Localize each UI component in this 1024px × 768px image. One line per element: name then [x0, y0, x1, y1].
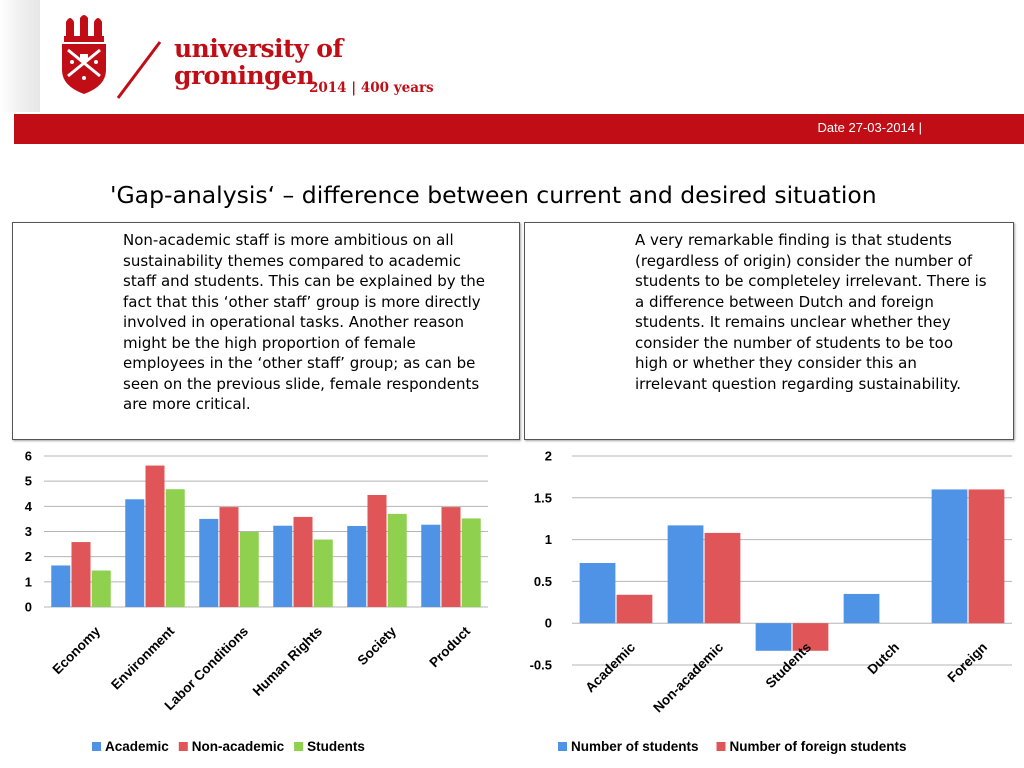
bar-non-academic-labor-conditions: [219, 507, 239, 607]
bar-number-of-foreign-students-non-academic: [704, 532, 741, 624]
legend-swatch-number-of-students: [558, 742, 567, 751]
bar-academic-society: [347, 525, 367, 607]
bar-non-academic-environment: [145, 465, 165, 607]
logo-wordmark-line1: university of: [174, 34, 343, 63]
bar-non-academic-economy: [71, 542, 91, 607]
y-tick-label: 5: [25, 474, 32, 489]
bar-number-of-students-dutch: [843, 593, 880, 624]
x-category-label: Dutch: [864, 640, 902, 678]
header-shadow: [0, 0, 40, 112]
y-tick-label: 0: [545, 616, 552, 631]
bar-students-labor-conditions: [239, 532, 259, 607]
text-box-right: A very remarkable finding is that studen…: [524, 222, 1014, 440]
slide-date: Date 27-03-2014 |: [817, 120, 922, 135]
bar-students-society: [387, 513, 407, 607]
bar-number-of-students-non-academic: [667, 525, 704, 624]
y-tick-label: 1: [545, 532, 552, 547]
bar-students-product: [461, 518, 481, 607]
legend-label-academic: Academic: [105, 739, 169, 754]
legend-label-non-academic: Non-academic: [192, 739, 285, 754]
x-category-label: Product: [426, 623, 473, 670]
x-category-label: Economy: [50, 623, 104, 677]
bar-non-academic-human-rights: [293, 516, 313, 607]
bar-number-of-foreign-students-foreign: [968, 489, 1005, 624]
bar-non-academic-society: [367, 495, 387, 607]
legend-swatch-academic: [92, 742, 101, 751]
legend-swatch-non-academic: [178, 742, 188, 751]
y-tick-label: 2: [545, 449, 552, 464]
text-box-left: Non-academic staff is more ambitious on …: [12, 222, 520, 440]
y-tick-label: 1: [25, 574, 32, 589]
legend-swatch-number-of-foreign-students: [716, 742, 726, 751]
y-tick-label: 0: [25, 600, 32, 615]
bar-non-academic-product: [441, 507, 461, 607]
x-category-label: Environment: [108, 623, 177, 692]
logo-wordmark-line2: groningen: [174, 61, 315, 90]
y-tick-label: 1.5: [534, 490, 552, 505]
y-tick-label: 2: [25, 549, 32, 564]
y-tick-label: 4: [25, 499, 33, 514]
x-category-label: Human Rights: [250, 624, 325, 699]
bar-academic-product: [421, 524, 441, 607]
y-tick-label: -0.5: [530, 658, 552, 673]
x-category-label: Labor Conditions: [161, 624, 251, 714]
bar-number-of-students-students: [755, 623, 792, 651]
bar-students-human-rights: [313, 539, 333, 607]
bar-number-of-foreign-students-academic: [616, 594, 653, 624]
logo-slash-divider: [116, 41, 162, 99]
x-category-label: Non-academic: [650, 639, 726, 715]
bar-number-of-students-academic: [579, 563, 616, 624]
legend-swatch-students: [294, 742, 304, 751]
bar-academic-environment: [125, 499, 145, 607]
bar-number-of-students-foreign: [931, 489, 968, 624]
header-band: Date 27-03-2014 |: [14, 114, 1024, 144]
bar-students-economy: [91, 570, 111, 607]
bar-students-environment: [165, 489, 185, 607]
y-tick-label: 6: [25, 449, 32, 464]
logo-tagline: 2014 | 400 years: [309, 80, 434, 96]
bar-academic-labor-conditions: [199, 518, 219, 607]
slide-title: 'Gap-analysis‘ – difference between curr…: [110, 181, 877, 209]
x-category-label: Foreign: [945, 640, 991, 686]
x-category-label: Society: [355, 623, 400, 668]
university-crest-logo: [62, 15, 106, 94]
bar-academic-economy: [51, 565, 71, 607]
legend-label-number-of-students: Number of students: [571, 739, 699, 754]
bar-number-of-foreign-students-students: [792, 623, 829, 651]
bar-academic-human-rights: [273, 525, 293, 607]
x-category-label: Academic: [582, 639, 638, 695]
legend-label-students: Students: [307, 739, 365, 754]
text-box-right-paragraph: A very remarkable finding is that studen…: [635, 231, 987, 393]
y-tick-label: 3: [25, 524, 32, 539]
y-tick-label: 0.5: [534, 574, 552, 589]
legend-label-number-of-foreign-students: Number of foreign students: [730, 739, 907, 754]
text-box-left-paragraph: Non-academic staff is more ambitious on …: [123, 231, 486, 413]
